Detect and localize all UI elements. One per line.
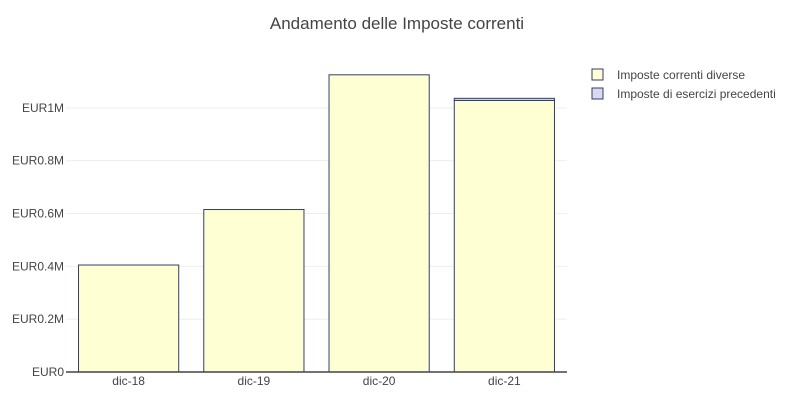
- x-tick-label: dic-18: [112, 374, 145, 388]
- legend[interactable]: Imposte correnti diverse Imposte di eserc…: [591, 68, 776, 101]
- x-tick-label: dic-21: [488, 374, 521, 388]
- y-tick-label: EUR0.6M: [12, 207, 64, 221]
- y-tick-label: EUR0: [32, 365, 64, 379]
- x-axis-ticks: dic-18 dic-19 dic-20 dic-21: [112, 374, 521, 388]
- y-axis-ticks: EUR0 EUR0.2M EUR0.4M EUR0.6M EUR0.8M EUR1M: [12, 101, 64, 379]
- legend-label: Imposte correnti diverse: [617, 68, 745, 82]
- legend-swatch: [591, 87, 604, 100]
- x-tick-label: dic-19: [238, 374, 271, 388]
- bar-dic-18-series-1: [78, 264, 180, 373]
- bar-dic-19-series-1: [203, 209, 305, 373]
- y-tick-label: EUR0.8M: [12, 154, 64, 168]
- y-tick-label: EUR1M: [22, 101, 64, 115]
- bar-dic-20-series-1: [328, 74, 430, 373]
- legend-item[interactable]: Imposte correnti diverse: [591, 68, 745, 82]
- legend-label: Imposte di esercizi precedenti: [617, 87, 776, 101]
- x-tick-label: dic-20: [363, 374, 396, 388]
- chart-title: Andamento delle Imposte correnti: [270, 14, 524, 33]
- bar-dic-21-series-2: [453, 97, 555, 101]
- y-tick-label: EUR0.4M: [12, 259, 64, 273]
- bars: [78, 74, 555, 373]
- bar-dic-21-series-1: [453, 99, 555, 373]
- y-tick-label: EUR0.2M: [12, 312, 64, 326]
- legend-item[interactable]: Imposte di esercizi precedenti: [591, 87, 776, 101]
- legend-swatch: [591, 68, 604, 81]
